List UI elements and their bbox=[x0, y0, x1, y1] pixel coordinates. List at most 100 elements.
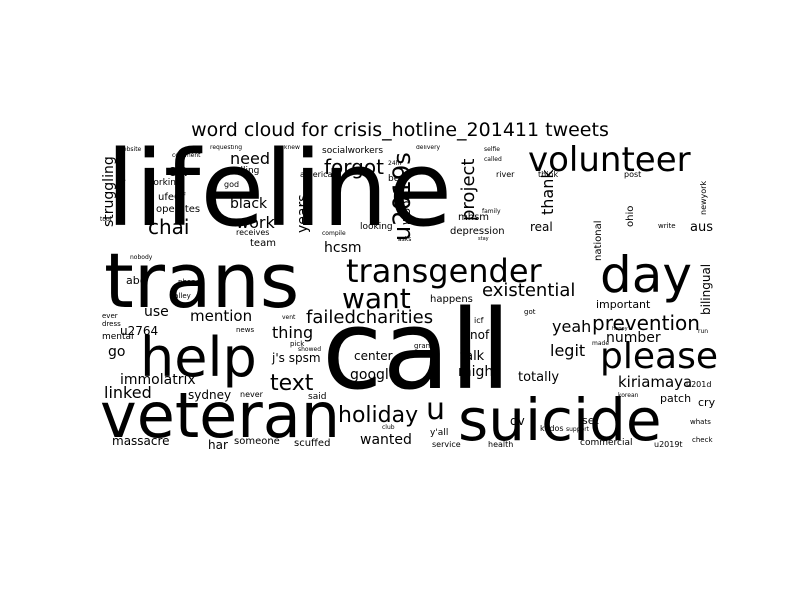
word-center: center bbox=[354, 349, 393, 363]
word-project: project bbox=[458, 158, 479, 221]
word-u201d: u201d bbox=[686, 380, 712, 389]
word-forgot: forgot bbox=[324, 155, 384, 179]
word-bilingual: bilingual bbox=[699, 263, 713, 315]
word-set: set bbox=[582, 414, 599, 427]
word-trans: trans bbox=[104, 236, 300, 325]
word-stay: stay bbox=[478, 236, 489, 242]
word-socialworkers: socialworkers bbox=[322, 146, 384, 156]
word-important: important bbox=[596, 298, 651, 311]
word-call: call bbox=[322, 286, 512, 414]
word-google: google bbox=[350, 367, 398, 383]
word-abe: abe bbox=[126, 274, 147, 287]
word-wood: wood bbox=[399, 192, 413, 225]
word-said: said bbox=[308, 392, 327, 402]
word-club: club bbox=[382, 424, 395, 431]
word-comment: comment bbox=[172, 152, 201, 159]
word-news: news bbox=[236, 326, 255, 334]
word-yall: y'all bbox=[430, 428, 449, 438]
word-transgender: transgender bbox=[346, 252, 542, 290]
word-river: river bbox=[496, 170, 515, 179]
word-totally: totally bbox=[518, 370, 560, 385]
word-depression: depression bbox=[450, 226, 505, 237]
word-mental: mental bbox=[102, 332, 134, 342]
word-service: service bbox=[432, 440, 461, 449]
word-health: health bbox=[488, 440, 514, 449]
word-ever: ever bbox=[102, 312, 118, 320]
word-aus: aus bbox=[690, 220, 713, 235]
word-yeah: yeah bbox=[552, 317, 592, 336]
word-support: support bbox=[566, 426, 590, 433]
word-troops: troops bbox=[119, 174, 126, 193]
word-receives: receives bbox=[236, 228, 270, 237]
word-thing: thing bbox=[272, 323, 314, 342]
word-go: go bbox=[108, 344, 126, 360]
word-tool: tool bbox=[100, 216, 112, 223]
word-happy: happy bbox=[612, 326, 628, 332]
word-day: day bbox=[600, 246, 692, 304]
word-use: use bbox=[144, 304, 169, 320]
word-talk: talk bbox=[460, 349, 485, 364]
word-sydney: sydney bbox=[188, 388, 232, 402]
word-ufeof: ufeOf bbox=[158, 192, 186, 203]
word-kiriamaya: kiriamaya bbox=[618, 373, 693, 391]
word-u: u bbox=[426, 392, 446, 427]
word-years: years bbox=[295, 194, 311, 233]
word-lifeline: lifeline bbox=[106, 145, 453, 250]
word-black: black bbox=[230, 196, 268, 212]
word-someone: someone bbox=[234, 436, 280, 447]
word-requesting: requesting bbox=[210, 145, 243, 151]
word-hcsm: hcsm bbox=[324, 240, 362, 256]
word-nof: nof bbox=[470, 328, 490, 342]
word-calling: calling bbox=[230, 166, 260, 176]
word-bed: bed bbox=[388, 174, 405, 184]
word-selfie: selfie bbox=[484, 146, 500, 153]
word-american: american bbox=[300, 170, 338, 179]
word-looking: looking bbox=[360, 222, 393, 232]
word-please: please bbox=[600, 336, 718, 377]
word-think: think bbox=[538, 170, 559, 179]
word-har: har bbox=[208, 438, 228, 450]
word-holiday: holiday bbox=[338, 403, 419, 428]
word-immolatrix: immolatrix bbox=[120, 372, 196, 388]
word-linked: linked bbox=[104, 383, 152, 402]
word-chai: chai bbox=[148, 215, 190, 239]
word-veteran: veteran bbox=[100, 379, 341, 450]
word-24hr: 24hr bbox=[388, 160, 402, 167]
word-never: never bbox=[240, 390, 263, 399]
word-legit: legit bbox=[550, 341, 586, 360]
word-massacre: massacre bbox=[112, 434, 170, 448]
word-oh: oh bbox=[168, 161, 188, 180]
word-compile: compile bbox=[322, 230, 346, 237]
word-check: check bbox=[692, 436, 713, 444]
word-dv: dv bbox=[510, 414, 525, 428]
word-national: national bbox=[593, 220, 604, 261]
chart-title: word cloud for crisis_hotline_201411 twe… bbox=[191, 119, 609, 141]
word-delivery: delivery bbox=[416, 145, 441, 151]
word-help: help bbox=[140, 326, 257, 389]
word-failedcharities: failedcharities bbox=[306, 307, 434, 328]
word-cloud: lifeline call trans veteran suicide help… bbox=[100, 145, 720, 450]
word-existential: existential bbox=[482, 280, 576, 301]
word-volunteer: volunteer bbox=[528, 145, 691, 180]
word-u2764: u2764 bbox=[120, 324, 159, 338]
word-icf: icf bbox=[474, 316, 484, 325]
word-js-spsm: j's spsm bbox=[272, 351, 321, 365]
word-asks: asks bbox=[398, 236, 412, 243]
word-phone: phone bbox=[178, 278, 200, 286]
word-pick: pick bbox=[290, 340, 305, 348]
word-write: write bbox=[658, 222, 676, 230]
word-might: might bbox=[458, 364, 499, 380]
word-vent: vent bbox=[282, 314, 296, 321]
word-want: want bbox=[342, 282, 411, 315]
word-post: post bbox=[624, 170, 642, 179]
word-ohio: ohio bbox=[625, 205, 636, 227]
word-working: working bbox=[146, 178, 182, 188]
word-happens: happens bbox=[430, 294, 473, 305]
word-whats: whats bbox=[690, 418, 711, 426]
word-prevention: prevention bbox=[592, 311, 700, 335]
word-real: real bbox=[530, 220, 553, 234]
word-family: family bbox=[482, 208, 501, 215]
word-number: number bbox=[606, 330, 661, 346]
word-mhsm: mhsm bbox=[458, 212, 490, 223]
word-suicide: suicide bbox=[458, 386, 662, 450]
